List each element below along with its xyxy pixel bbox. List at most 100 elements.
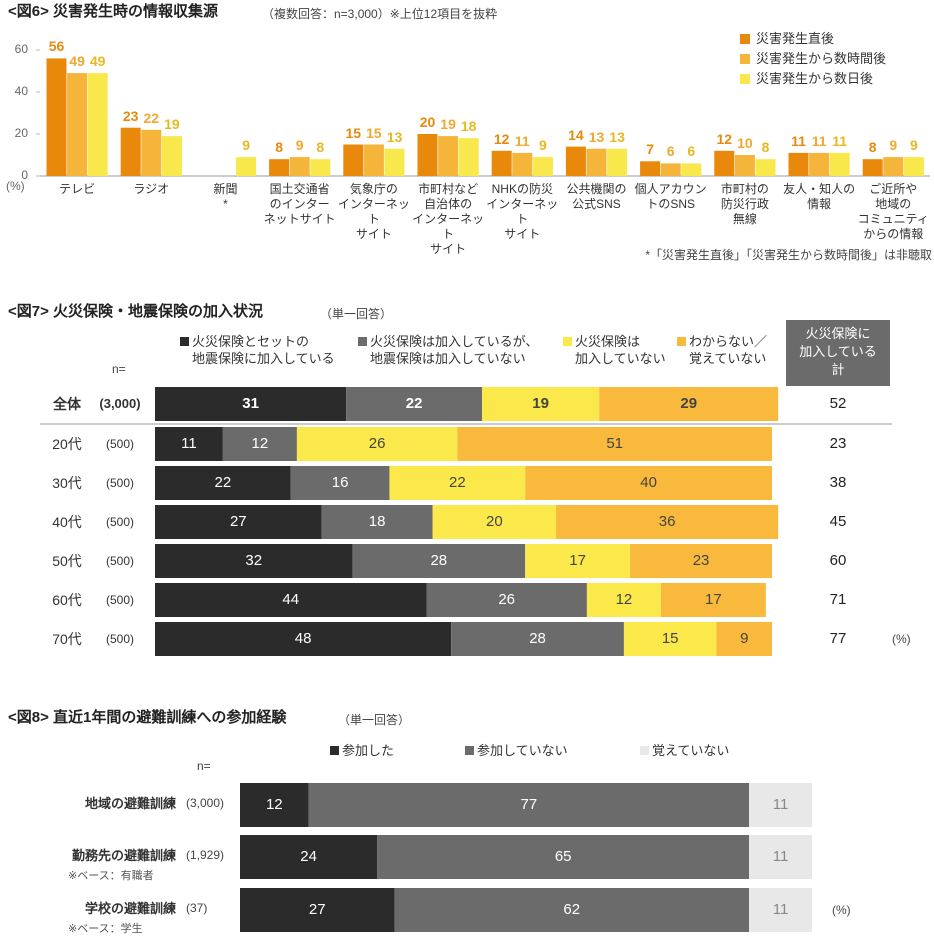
x-tick-label: NHKの防災 インターネット サイト bbox=[486, 182, 559, 241]
row-label: 50代 bbox=[52, 553, 82, 569]
bar bbox=[269, 159, 290, 176]
legend-swatch bbox=[330, 746, 339, 755]
data-label: 56 bbox=[48, 38, 65, 55]
data-label: 49 bbox=[69, 53, 85, 70]
bar bbox=[714, 150, 735, 176]
x-tick-label: 市町村の 防災行政 無線 bbox=[720, 182, 769, 226]
row-n: (1,929) bbox=[186, 848, 225, 862]
chart-subtitle: （単一回答） bbox=[320, 307, 393, 321]
x-tick-label: 公共機関の 公式SNS bbox=[566, 182, 627, 211]
data-label: 36 bbox=[658, 513, 676, 530]
total-label: 77 bbox=[829, 630, 847, 647]
data-label: 8 bbox=[761, 139, 770, 156]
data-label: 12 bbox=[251, 435, 269, 452]
bar bbox=[755, 159, 776, 176]
bar-segment bbox=[155, 544, 353, 578]
legend-swatch bbox=[740, 54, 750, 64]
data-label: 11 bbox=[514, 132, 530, 149]
bar-segment bbox=[599, 387, 779, 421]
data-label: 29 bbox=[680, 395, 698, 412]
bar bbox=[458, 138, 479, 176]
data-label: 20 bbox=[486, 513, 503, 530]
x-tick-label: 国土交通省 のインター ネットサイト bbox=[263, 182, 336, 226]
data-label: 6 bbox=[687, 143, 696, 160]
legend-label: 火災保険は加入しているが、 地震保険は加入していない bbox=[370, 334, 539, 366]
bar-segment bbox=[630, 544, 772, 578]
legend-label: 災害発生直後 bbox=[756, 31, 835, 46]
row-n: (3,000) bbox=[99, 396, 141, 411]
legend-swatch bbox=[358, 337, 367, 346]
bar-segment bbox=[586, 583, 661, 617]
data-label: 65 bbox=[554, 848, 572, 865]
bar-segment bbox=[394, 888, 750, 932]
y-tick-label: 0 bbox=[21, 168, 28, 182]
bar bbox=[829, 152, 850, 176]
legend-label: 参加していない bbox=[477, 743, 568, 758]
bar-segment bbox=[556, 505, 779, 539]
data-label: 11 bbox=[811, 132, 827, 149]
row-n: (500) bbox=[105, 515, 134, 529]
data-label: 31 bbox=[242, 395, 259, 412]
bar bbox=[681, 163, 702, 176]
bar bbox=[903, 157, 924, 176]
y-tick-label: 40 bbox=[14, 84, 28, 98]
data-label: 28 bbox=[529, 630, 546, 647]
bar bbox=[565, 146, 586, 176]
data-label: 9 bbox=[889, 137, 898, 154]
bar bbox=[788, 152, 809, 176]
data-label: 12 bbox=[615, 591, 633, 608]
data-label: 11 bbox=[772, 848, 789, 865]
legend-label: 災害発生から数日後 bbox=[756, 71, 874, 86]
chart-title: <図7> 火災保険・地震保険の加入状況 bbox=[8, 303, 264, 320]
data-label: 8 bbox=[275, 139, 283, 156]
data-label: 22 bbox=[448, 474, 466, 491]
data-label: 77 bbox=[520, 796, 538, 813]
data-label: 22 bbox=[214, 474, 232, 491]
x-tick-label: 市町村など 自治体の インターネット サイト bbox=[412, 182, 485, 256]
unit: (%) bbox=[832, 903, 851, 917]
bar bbox=[607, 148, 628, 176]
data-label: 18 bbox=[460, 118, 477, 135]
data-label: 13 bbox=[588, 128, 605, 145]
legend-label: 火災保険とセットの 地震保険に加入している bbox=[192, 334, 335, 366]
legend-swatch bbox=[740, 34, 750, 44]
bar bbox=[67, 73, 88, 176]
row-n: (500) bbox=[105, 437, 134, 451]
row-label: 60代 bbox=[52, 592, 82, 608]
bar bbox=[883, 157, 904, 176]
data-label: 12 bbox=[716, 130, 733, 147]
legend-swatch bbox=[677, 337, 686, 346]
data-label: 26 bbox=[368, 435, 386, 452]
chart-subtitle: （単一回答） bbox=[338, 713, 411, 727]
data-label: 17 bbox=[569, 552, 586, 569]
legend-label: 災害発生から数時間後 bbox=[756, 51, 887, 66]
row-label: 地域の避難訓練 bbox=[84, 796, 176, 811]
bar bbox=[363, 144, 384, 176]
data-label: 9 bbox=[909, 137, 918, 154]
bar-segment bbox=[623, 622, 717, 656]
data-label: 20 bbox=[419, 114, 436, 130]
bar-segment bbox=[660, 583, 766, 617]
bar-segment bbox=[525, 466, 772, 500]
bar-segment bbox=[290, 466, 390, 500]
footnote: *「災害発生直後」「災害発生から数時間後」は非聴取 bbox=[645, 248, 932, 262]
bar-segment bbox=[451, 622, 624, 656]
data-label: 27 bbox=[308, 901, 326, 918]
bar bbox=[310, 159, 331, 176]
bar-segment bbox=[749, 783, 812, 827]
data-label: 49 bbox=[89, 53, 106, 70]
total-label: 60 bbox=[829, 552, 847, 569]
total-label: 52 bbox=[829, 395, 847, 412]
data-label: 15 bbox=[366, 124, 382, 141]
bar-segment bbox=[155, 387, 347, 421]
row-n: (500) bbox=[105, 632, 134, 646]
chart-title: <図8> 直近1年間の避難訓練への参加経験 bbox=[8, 709, 287, 726]
bar-segment bbox=[240, 783, 309, 827]
bar-segment bbox=[749, 888, 812, 932]
bar bbox=[734, 155, 755, 176]
bar-segment bbox=[377, 835, 750, 879]
bar-segment bbox=[482, 387, 600, 421]
data-label: 11 bbox=[832, 132, 848, 149]
bar-segment bbox=[240, 888, 395, 932]
data-label: 9 bbox=[242, 137, 250, 154]
